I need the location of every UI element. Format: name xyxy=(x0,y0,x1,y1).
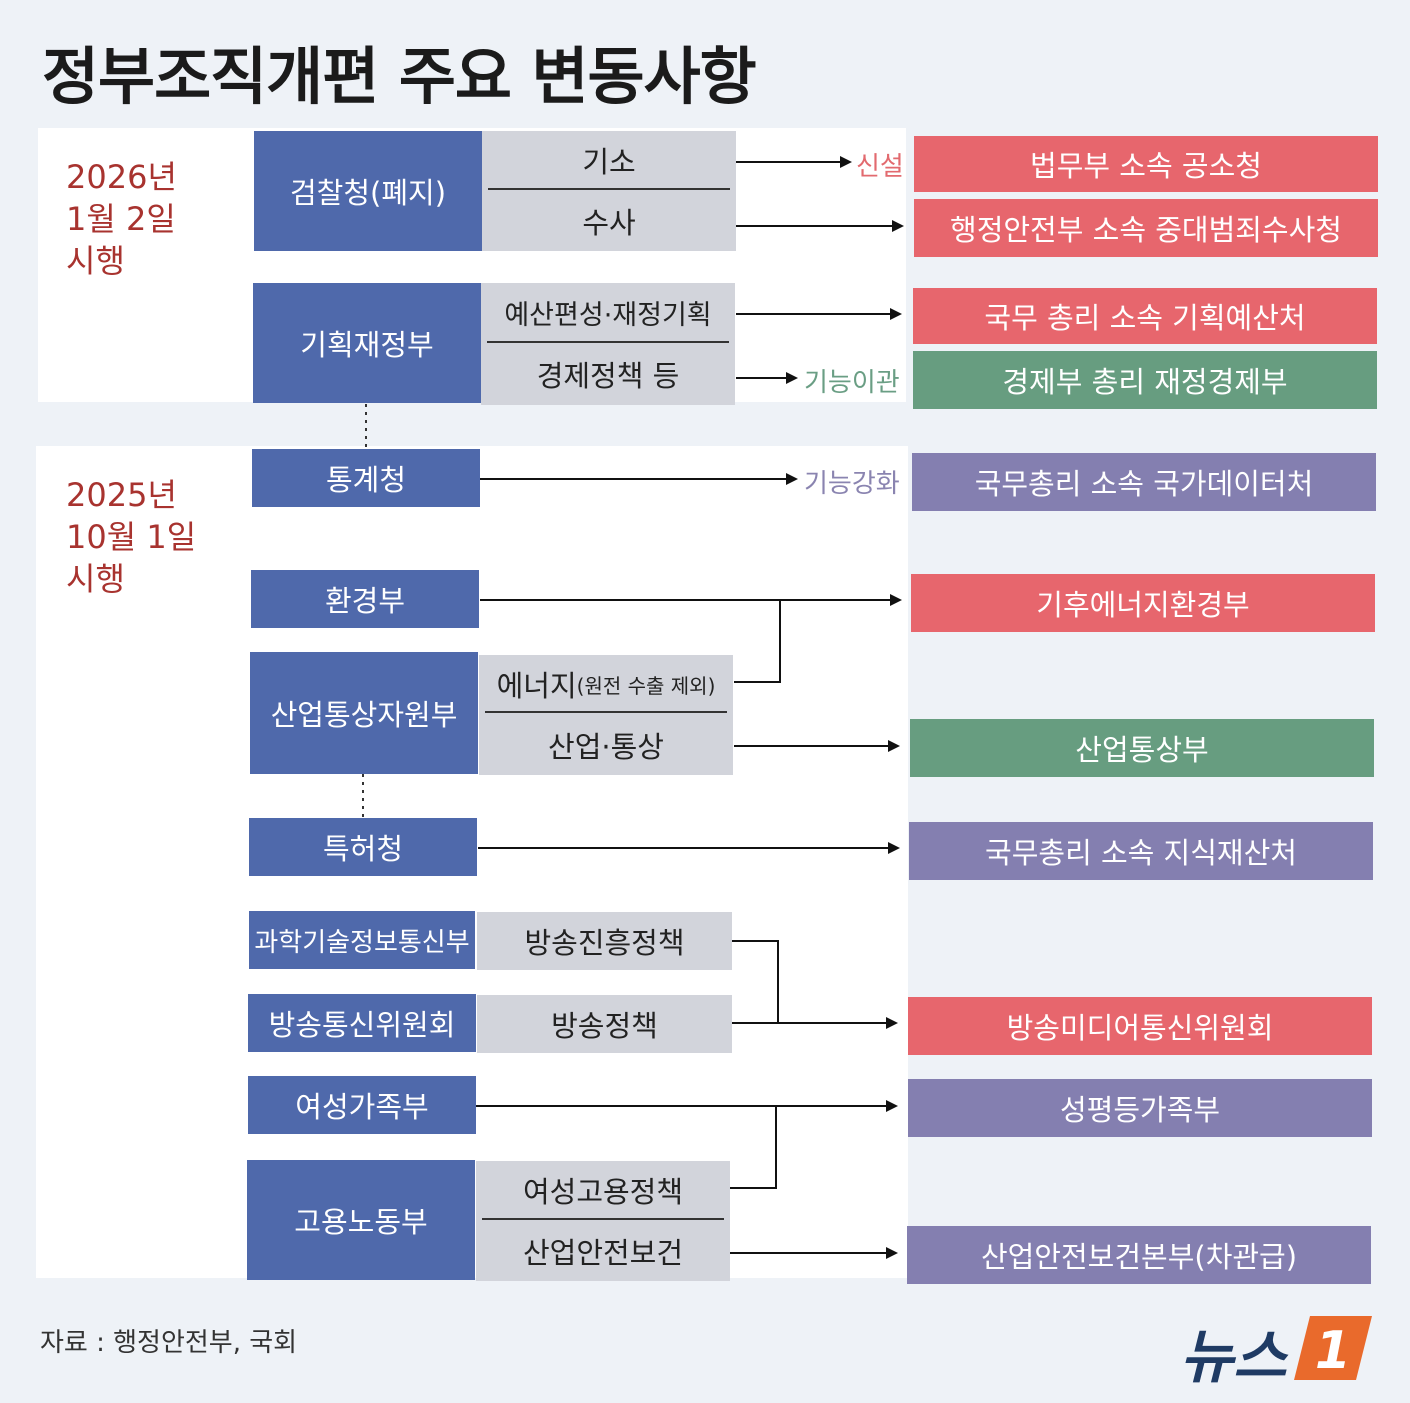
date-2025: 2025년 10월 1일 시행 xyxy=(66,476,197,598)
link-broadcast-promo xyxy=(732,940,779,1023)
target-budget-office: 국무 총리 소속 기획예산처 xyxy=(913,288,1377,344)
function-safety: 산업안전보건 xyxy=(522,1236,684,1270)
function-group-industry xyxy=(479,655,733,775)
target-ip-office: 국무총리 소속 지식재산처 xyxy=(909,822,1373,880)
function-broadcast-policy: 방송정책 xyxy=(477,995,732,1053)
source-finance: 기획재정부 xyxy=(253,283,481,403)
function-economy: 경제정책 등 xyxy=(536,359,680,393)
label-new: 신설 xyxy=(856,152,904,182)
news1-logo-text: 뉴스 xyxy=(1180,1323,1287,1391)
function-divider xyxy=(485,711,727,713)
function-divider xyxy=(488,188,730,190)
source-prosecution: 검찰청(폐지) xyxy=(254,131,482,251)
target-trade-ministry: 산업통상부 xyxy=(910,719,1374,777)
function-budget: 예산편성·재정기획 xyxy=(504,299,712,331)
target-media-commission: 방송미디어통신위원회 xyxy=(908,997,1372,1055)
function-investigate: 수사 xyxy=(582,206,636,240)
source-environment: 환경부 xyxy=(251,570,479,628)
page-title: 정부조직개편 주요 변동사항 xyxy=(42,40,757,113)
target-safety-hq: 산업안전보건본부(차관급) xyxy=(907,1226,1371,1284)
source-statistics: 통계청 xyxy=(252,449,480,507)
function-divider xyxy=(482,1218,724,1220)
target-indict-office: 법무부 소속 공소청 xyxy=(914,136,1378,192)
date-2026: 2026년 1월 2일 시행 xyxy=(66,158,177,280)
function-group-labor xyxy=(476,1161,730,1281)
link-women-employment xyxy=(730,1106,777,1189)
link-energy xyxy=(734,600,781,683)
label-strengthen: 기능강화 xyxy=(804,469,900,499)
news1-logo-mark: 1 xyxy=(1294,1316,1372,1381)
function-energy-main: 에너지 xyxy=(496,669,577,703)
source-credit: 자료 : 행정안전부, 국회 xyxy=(40,1328,298,1358)
function-divider xyxy=(487,341,729,343)
function-group-prosecution xyxy=(482,131,736,251)
function-energy: 에너지 (원전 수출 제외) xyxy=(479,655,733,713)
function-women-employment: 여성고용정책 xyxy=(522,1175,684,1209)
function-broadcast-promo: 방송진흥정책 xyxy=(477,912,732,970)
news1-logo-number: 1 xyxy=(1315,1321,1351,1381)
target-climate: 기후에너지환경부 xyxy=(911,574,1375,632)
source-science: 과학기술정보통신부 xyxy=(249,911,475,969)
function-trade: 산업·통상 xyxy=(548,730,664,764)
function-group-finance xyxy=(481,283,735,405)
function-energy-note: (원전 수출 제외) xyxy=(576,673,716,698)
target-data-office: 국무총리 소속 국가데이터처 xyxy=(912,453,1376,511)
target-crime-agency: 행정안전부 소속 중대범죄수사청 xyxy=(914,199,1378,257)
function-indict: 기소 xyxy=(582,145,636,179)
target-equality: 성평등가족부 xyxy=(908,1079,1372,1137)
source-labor: 고용노동부 xyxy=(247,1160,475,1280)
label-transfer: 기능이관 xyxy=(804,368,900,398)
source-industry: 산업통상자원부 xyxy=(250,652,478,774)
target-finance-economy: 경제부 총리 재정경제부 xyxy=(913,351,1377,409)
source-gender: 여성가족부 xyxy=(248,1076,476,1134)
source-patent: 특허청 xyxy=(249,818,477,876)
source-broadcast: 방송통신위원회 xyxy=(248,994,476,1052)
